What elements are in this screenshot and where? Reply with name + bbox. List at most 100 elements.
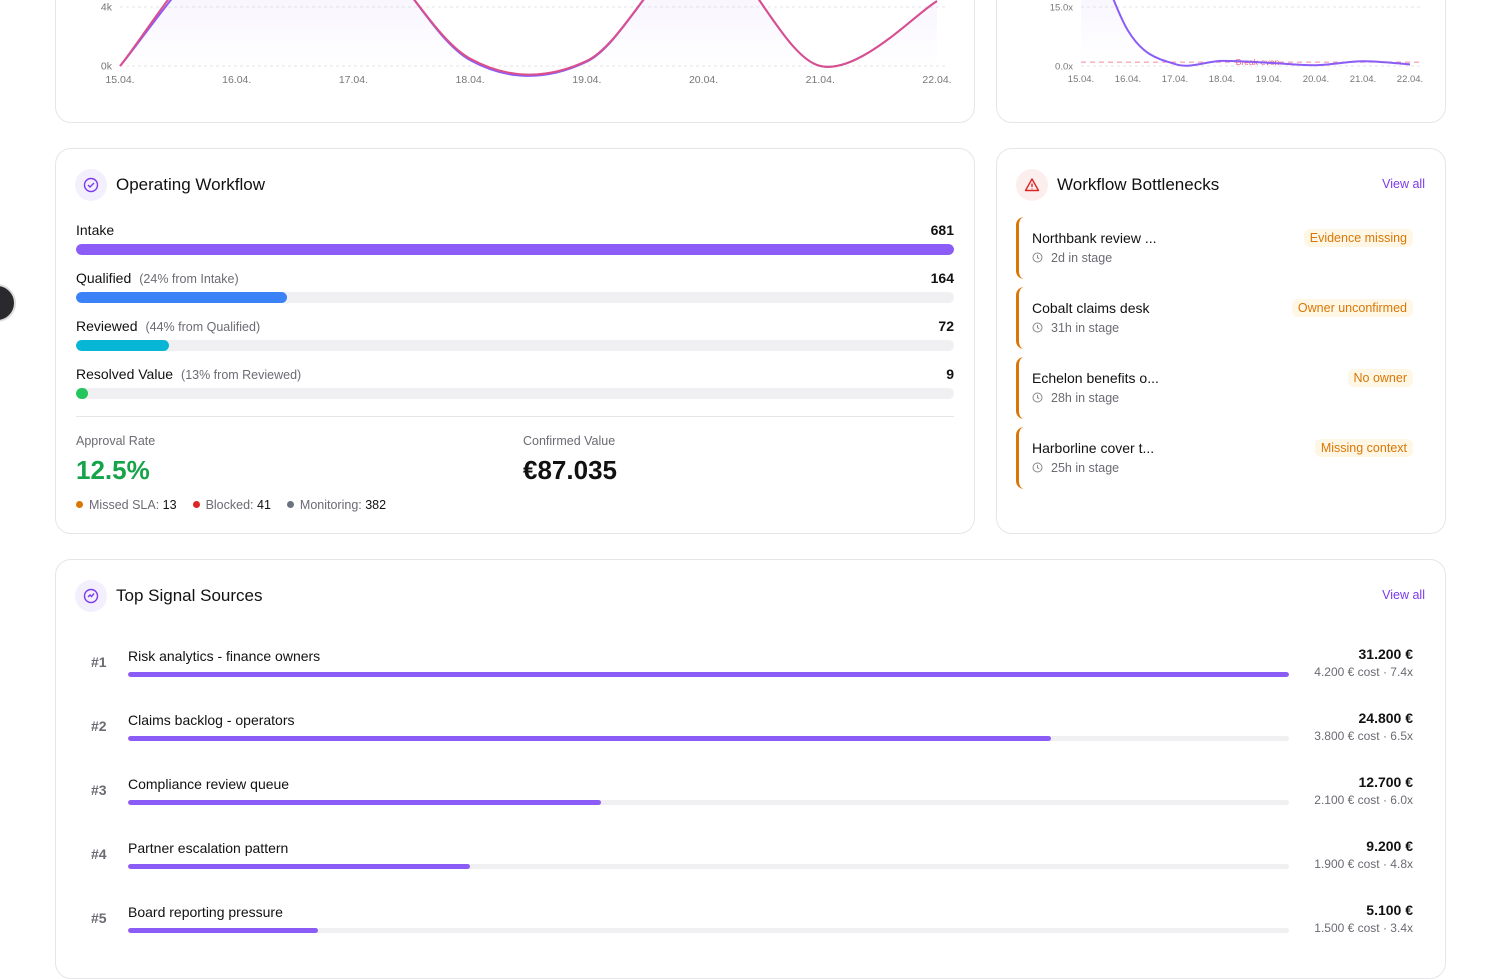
bottleneck-name: Harborline cover t... [1032, 440, 1155, 456]
source-detail: 1.500 € cost · 3.4x [1314, 921, 1413, 935]
stage-label: Qualified (24% from Intake) [76, 270, 239, 286]
time-text: 31h in stage [1051, 321, 1120, 335]
stage-track [76, 244, 954, 255]
source-rank: #4 [91, 846, 107, 862]
divider [76, 416, 954, 417]
stage-value: 164 [930, 270, 954, 286]
stage-bar [76, 388, 88, 399]
stage-value: 72 [938, 318, 954, 334]
line [119, 0, 938, 76]
sources-card: Top Signal Sources View all #1 Risk analy… [55, 559, 1446, 979]
status-value: 41 [257, 498, 271, 512]
bottleneck-tag: Evidence missing [1303, 229, 1413, 247]
source-bar [128, 928, 318, 933]
metric-value: 12.5% [76, 455, 150, 485]
stage-label: Intake [76, 222, 114, 238]
y-tick-label: 0.0x [1055, 62, 1073, 73]
source-value: 5.100 € [1366, 902, 1413, 918]
time-text: 2d in stage [1051, 251, 1113, 265]
bottleneck-item: Northbank review ... Evidence missing 2d i… [1016, 217, 1413, 279]
stage-note: (24% from Intake) [139, 272, 239, 286]
warning-icon [1016, 169, 1048, 201]
metric-label: Approval Rate [76, 434, 156, 448]
status-item: Blocked: 41 [192, 498, 271, 512]
source-value: 9.200 € [1366, 838, 1413, 854]
x-tick-label: 21.04. [1350, 74, 1376, 85]
y-tick-label: 15.0x [1050, 3, 1073, 14]
source-track [128, 672, 1289, 677]
source-rank: #3 [91, 782, 107, 798]
bottleneck-name: Cobalt claims desk [1032, 300, 1150, 316]
metric-label: Confirmed Value [523, 434, 616, 448]
x-tick-label: 15.04. [1068, 74, 1094, 85]
source-bar [128, 672, 1289, 677]
clock-icon [1032, 392, 1043, 403]
page: Dashboard { "revenue_chart": {"type": "l… [0, 0, 1446, 979]
stage-bar [76, 244, 954, 255]
body: 0k 4k 15.04. 16.04. 17.04. 18.04. 19.04. 20.04.… [0, 0, 1446, 979]
x-tick-label: 22.04. [922, 74, 951, 86]
source-value: 12.700 € [1358, 774, 1414, 790]
source-name: Partner escalation pattern [128, 840, 289, 856]
view-all-link[interactable]: View all [1382, 588, 1425, 602]
bottleneck-time: 28h in stage [1032, 391, 1119, 405]
card-title: Workflow Bottlenecks [1057, 175, 1220, 194]
stage-track [76, 388, 954, 399]
status-value: 13 [162, 498, 177, 512]
source-detail: 3.800 € cost · 6.5x [1314, 729, 1413, 743]
stage-name: Resolved Value [76, 366, 174, 382]
roi-card: 0.0x 15.0x 15.04. 16.04. 17.04. 18.04. 19.04. 2… [996, 0, 1446, 123]
source-detail: 4.200 € cost · 7.4x [1314, 665, 1413, 679]
x-tick-label: 17.04. [339, 74, 368, 86]
stage-note: (44% from Qualified) [145, 320, 261, 334]
card-title: Operating Workflow [116, 175, 265, 194]
source-rank: #5 [91, 910, 107, 926]
bottlenecks-card: Workflow Bottlenecks View all Northbank … [996, 148, 1446, 534]
stage-note: (13% from Reviewed) [181, 368, 302, 382]
line [1112, 0, 1411, 67]
bottleneck-name: Northbank review ... [1032, 230, 1157, 246]
revenue-chart: 0k 4k 15.04. 16.04. 17.04. 18.04. 19.04. 20.04.… [101, 0, 952, 86]
clock-icon [1032, 252, 1043, 263]
status-item: Missed SLA: 13 [76, 498, 177, 512]
status-label: Blocked: [205, 498, 254, 512]
source-bar [128, 736, 1051, 741]
source-bar [128, 864, 471, 869]
stage-track [76, 340, 954, 351]
source-track [128, 864, 1289, 869]
area [1081, 0, 1410, 66]
status-dot [286, 501, 294, 508]
clock-face [1032, 322, 1043, 333]
status-value: 382 [365, 498, 387, 512]
view-all-link[interactable]: View all [1382, 177, 1425, 191]
x-tick-label: 19.04. [1256, 74, 1282, 85]
workflow-card: Operating Workflow Approval Rate 12.5% C… [55, 148, 975, 534]
stage-label: Resolved Value (13% from Reviewed) [76, 366, 301, 382]
bottleneck-time: 2d in stage [1032, 251, 1112, 265]
stage-value: 9 [946, 366, 954, 382]
source-rank: #1 [91, 654, 107, 670]
bottleneck-name: Echelon benefits o... [1032, 370, 1159, 386]
sources-icon [75, 580, 107, 612]
bottleneck-tag: No owner [1347, 369, 1413, 387]
stage-track [76, 292, 954, 303]
source-value: 24.800 € [1358, 710, 1414, 726]
icon-glyph [83, 588, 99, 604]
bottleneck-item: Harborline cover t... Missing context 25h … [1016, 427, 1413, 489]
decoration [87, 593, 95, 598]
x-tick-label: 19.04. [572, 74, 601, 86]
status-row: Missed SLA: 13 Blocked: 41 Monitoring: 382 [76, 498, 402, 512]
clock-hand [1037, 395, 1040, 400]
floating-button[interactable] [0, 284, 16, 322]
source-name: Board reporting pressure [128, 904, 283, 920]
clock-hand [1037, 255, 1040, 260]
clock-hand [1037, 325, 1040, 330]
card-title: Top Signal Sources [116, 586, 263, 605]
bottleneck-time: 25h in stage [1032, 461, 1119, 475]
stage-name: Intake [76, 222, 115, 238]
clock-face [1032, 392, 1043, 403]
decoration [83, 177, 99, 193]
stage-name: Reviewed [76, 318, 138, 334]
clock-icon [1032, 322, 1043, 333]
status-label: Missed SLA: [89, 498, 160, 512]
